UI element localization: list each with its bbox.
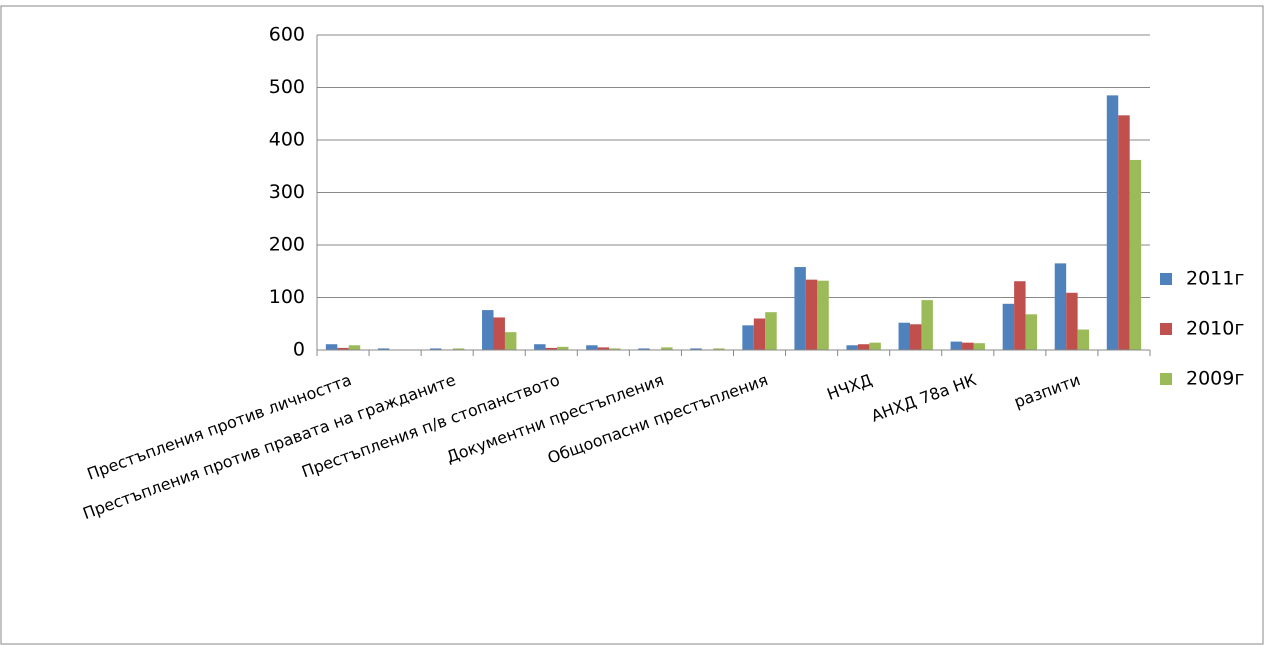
bar	[534, 344, 546, 350]
bar	[742, 325, 754, 350]
bar	[638, 348, 650, 350]
bar	[753, 318, 766, 350]
bar	[348, 345, 361, 350]
bar	[794, 267, 806, 350]
bar	[609, 348, 621, 350]
bar	[857, 344, 870, 350]
legend-swatch	[1160, 323, 1172, 335]
bar	[950, 341, 963, 350]
bar	[661, 347, 673, 350]
y-tick-label: 200	[269, 234, 305, 256]
bar	[690, 348, 702, 350]
bar	[597, 347, 610, 350]
bar	[1066, 292, 1078, 350]
bar	[1129, 159, 1142, 350]
bar	[586, 345, 598, 350]
y-tick-label: 300	[269, 181, 305, 203]
chart-border	[0, 5, 1264, 645]
bar	[429, 348, 442, 350]
bar	[713, 348, 725, 350]
bar	[1077, 329, 1090, 350]
bar	[921, 300, 933, 350]
bar	[869, 342, 881, 350]
bar	[557, 346, 569, 350]
bar	[817, 280, 829, 350]
y-tick-label: 500	[269, 76, 305, 98]
legend-swatch	[1160, 373, 1172, 385]
bar	[504, 332, 517, 350]
bar	[337, 347, 349, 350]
bar	[909, 324, 922, 350]
legend-label: 2011г	[1186, 268, 1244, 290]
bar	[452, 348, 465, 350]
legend-swatch	[1160, 273, 1172, 285]
y-tick-label: 0	[293, 339, 305, 361]
bar	[482, 310, 494, 350]
y-tick-label: 100	[269, 286, 305, 308]
bar	[805, 279, 818, 350]
bar	[1025, 314, 1038, 350]
legend-label: 2009г	[1186, 368, 1244, 390]
x-tick-label: разпити	[1011, 370, 1082, 411]
bar	[545, 347, 558, 350]
bar	[1106, 95, 1119, 350]
bar	[898, 322, 910, 350]
bar	[846, 345, 858, 350]
bar	[377, 348, 390, 350]
bar	[765, 312, 777, 350]
y-tick-label: 400	[269, 129, 305, 151]
bar	[962, 342, 974, 350]
bar	[1118, 115, 1130, 350]
x-tick-label: АНХД 78а НК	[869, 370, 980, 426]
bar	[1014, 281, 1026, 350]
bar	[493, 317, 505, 350]
bar	[325, 344, 338, 350]
y-tick-label: 600	[269, 24, 305, 46]
bar	[973, 343, 985, 350]
legend-label: 2010г	[1186, 318, 1244, 340]
x-tick-label: НЧХД	[824, 370, 874, 404]
bar	[1002, 303, 1015, 350]
bar	[1054, 263, 1067, 350]
